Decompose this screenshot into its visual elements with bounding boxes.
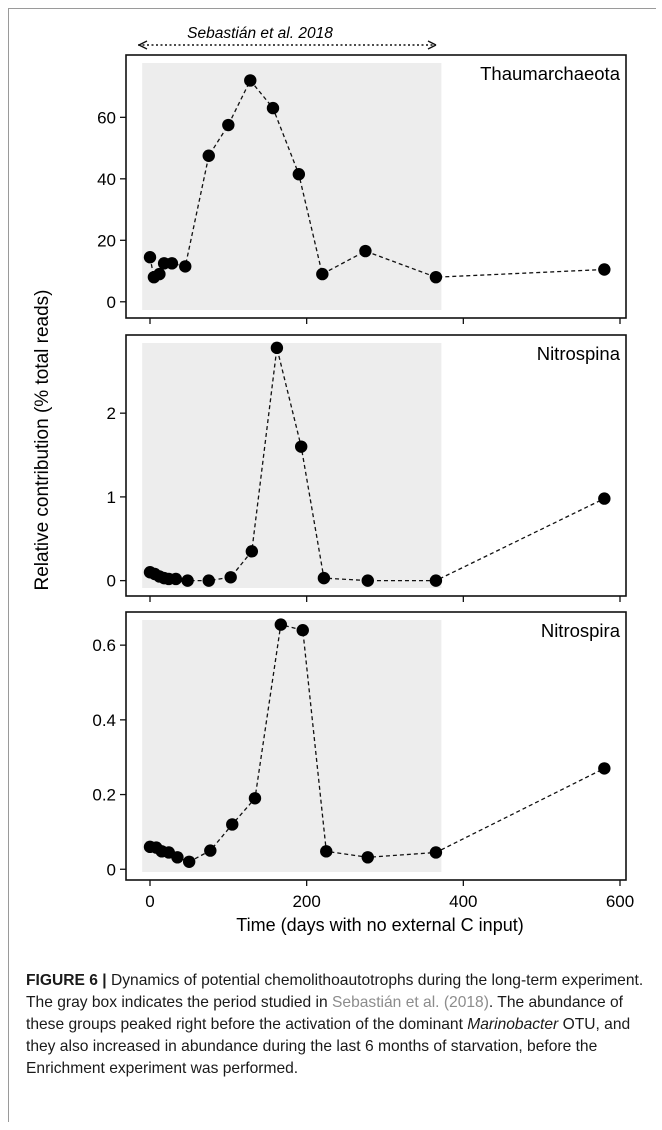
y-tick-label: 1 [107,488,116,507]
data-point [598,762,611,775]
y-tick-label: 0 [107,860,116,879]
panel-thaumarchaeota: 0 20 40 60 Thaumarchaeota [97,54,627,324]
data-point [245,545,259,558]
figure-frame [8,8,656,1122]
data-point [181,574,194,587]
study-period-shading [142,343,442,588]
data-point [361,851,374,864]
x-axis-label: Time (days with no external C input) [236,915,523,935]
data-point [270,341,284,355]
data-point [359,244,372,258]
data-point [317,571,331,585]
data-point [296,624,309,637]
x-tick-label: 400 [449,892,477,911]
data-point [165,257,179,270]
data-point [169,572,183,586]
study-period-shading [142,63,442,310]
x-tick-label: 200 [292,892,320,911]
y-tick-label: 20 [97,231,116,250]
panel-title: Nitrospira [541,620,621,641]
panel-frame [125,54,627,319]
panel-frame [125,611,627,881]
figure-caption: FIGURE 6 | Dynamics of potential chemoli… [26,970,654,1080]
data-point [171,851,184,864]
y-tick-label: 40 [97,170,116,189]
caption-reference-link[interactable]: Sebastián et al. (2018) [332,994,489,1011]
x-tick-label: 600 [606,892,634,911]
panel-nitrospina: 0 1 2 Nitrospina [107,334,627,602]
caption-text-1: Dynamics of potential chemolithoautotrop… [26,972,644,1011]
panel-nitrospira: 0 0.2 0.4 0.6 0 200 400 600 Time (days with no e… [92,611,634,935]
y-tick-label: 60 [97,108,116,127]
data-point [179,260,192,273]
data-point [204,844,217,857]
figure-chart: Sebastián et al. 2018 Relative contribut… [32,25,634,935]
data-point [598,492,611,505]
y-tick-label: 2 [107,404,116,423]
data-point [226,818,239,831]
arrow-head-left [138,40,148,50]
data-point [598,263,611,276]
data-point [202,149,215,162]
panel-title: Thaumarchaeota [480,63,621,84]
caption-text-2: . The abundance of these groups peaked r… [26,994,624,1033]
data-point [429,846,443,859]
panel-title: Nitrospina [537,343,621,364]
arrow-head-right [427,40,437,50]
data-point [222,118,235,132]
data-point [361,574,374,587]
data-point [429,574,443,587]
y-tick-label: 0 [107,293,116,312]
x-tick-label: 0 [145,892,154,911]
data-point [320,845,333,858]
series-line [149,347,605,582]
data-point [316,267,329,281]
data-point [266,101,280,115]
y-tick-label: 0.2 [92,786,116,805]
caption-text-3: OTU, and they also increased in abundanc… [26,1016,631,1077]
shared-y-axis-label: Relative contribution (% total reads) [32,290,53,591]
panel-frame [125,334,627,597]
study-period-shading [142,620,442,872]
data-point [248,792,262,805]
data-point [429,270,443,284]
study-period-arrow: Sebastián et al. 2018 [138,25,437,50]
caption-label: FIGURE 6 | [26,972,107,989]
data-point [224,571,237,584]
data-point [294,440,308,453]
data-point [292,168,306,181]
data-point [244,74,257,87]
y-tick-label: 0.4 [92,711,116,730]
y-tick-label: 0 [107,572,116,591]
data-point [182,855,196,868]
data-point [202,574,215,587]
data-point [143,251,157,264]
study-period-label: Sebastián et al. 2018 [187,25,333,42]
y-tick-label: 0.6 [92,636,116,655]
data-point [153,267,166,281]
data-point [274,618,288,631]
caption-genus: Marinobacter [467,1016,559,1033]
